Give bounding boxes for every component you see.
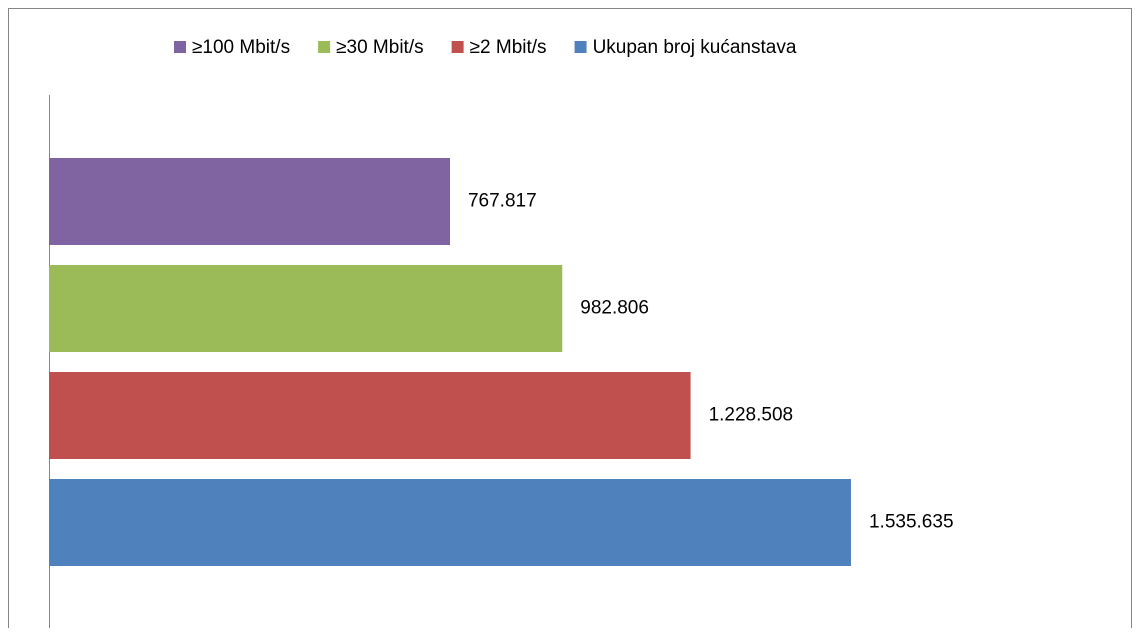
legend-swatch: [318, 41, 331, 53]
chart-border: [8, 8, 1132, 633]
legend-swatch: [451, 41, 464, 53]
legend-label: ≥30 Mbit/s: [336, 37, 424, 58]
legend-label: Ukupan broj kućanstava: [593, 37, 797, 58]
bar: [49, 158, 450, 245]
bar: [49, 372, 691, 459]
legend-swatch: [574, 41, 587, 53]
data-label: 767.817: [468, 191, 537, 212]
bar: [49, 479, 851, 566]
data-label: 1.535.635: [869, 512, 954, 533]
legend-swatch: [174, 41, 186, 53]
legend-label: ≥2 Mbit/s: [470, 37, 547, 58]
data-label: 1.228.508: [709, 405, 794, 426]
bar: [49, 265, 563, 352]
legend-label: ≥100 Mbit/s: [192, 37, 290, 58]
data-label: 982.806: [580, 298, 649, 319]
